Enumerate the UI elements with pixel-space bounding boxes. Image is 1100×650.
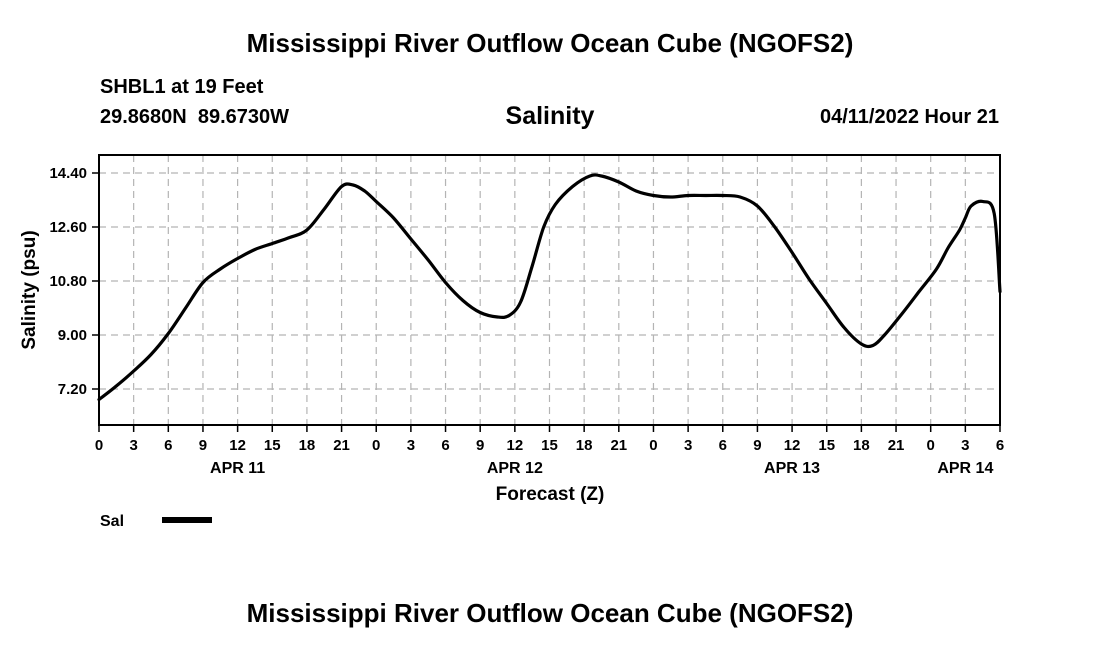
x-tick-label: 0 [372, 437, 380, 454]
y-axis-label: Salinity (psu) [19, 230, 40, 349]
x-tick-label: 3 [961, 437, 969, 454]
x-tick-label: 9 [753, 437, 761, 454]
x-tick-label: 18 [853, 437, 870, 454]
y-axis-ticks: 7.20 9.00 10.80 12.60 14.40 [49, 165, 99, 398]
x-tick-label: 6 [164, 437, 172, 454]
x-tick-label: 3 [129, 437, 137, 454]
x-tick-label: 15 [541, 437, 558, 454]
x-tick-label: 21 [888, 437, 905, 454]
x-tick-label: 0 [95, 437, 103, 454]
y-tick-label: 14.40 [49, 165, 87, 182]
y-tick-label: 10.80 [49, 273, 87, 290]
x-tick-label: 21 [610, 437, 627, 454]
legend-label: Sal [100, 513, 124, 530]
date-label: APR 14 [937, 460, 993, 477]
x-tick-label: 0 [649, 437, 657, 454]
grid-lines [99, 155, 1000, 425]
chart-title: Salinity [506, 102, 595, 130]
date-label: APR 11 [210, 460, 265, 477]
salinity-series-line [97, 173, 1002, 402]
x-tick-label: 3 [407, 437, 415, 454]
x-tick-label: 9 [476, 437, 484, 454]
x-tick-label: 12 [229, 437, 246, 454]
y-tick-label: 7.20 [58, 381, 87, 398]
y-tick-label: 9.00 [58, 327, 87, 344]
plot-frame [98, 154, 1001, 426]
x-tick-label: 3 [684, 437, 692, 454]
x-axis-ticks: 0 3 6 9 12 15 18 21 0 3 6 9 12 15 18 21 0 3 6 9 12 15 18 21 0 3 6 [95, 425, 1004, 454]
footer-title: Mississippi River Outflow Ocean Cube (NG… [246, 598, 854, 628]
date-label: APR 13 [764, 460, 820, 477]
x-tick-label: 15 [264, 437, 281, 454]
x-tick-label: 6 [719, 437, 727, 454]
x-tick-label: 6 [996, 437, 1004, 454]
chart-main-title: Mississippi River Outflow Ocean Cube (NG… [246, 28, 854, 58]
x-tick-label: 18 [576, 437, 593, 454]
x-tick-label: 21 [333, 437, 350, 454]
station-label: SHBL1 at 19 Feet [100, 76, 264, 98]
x-axis-label: Forecast (Z) [496, 484, 605, 505]
x-tick-label: 15 [818, 437, 835, 454]
date-label: APR 12 [487, 460, 543, 477]
forecast-datetime: 04/11/2022 Hour 21 [819, 106, 999, 128]
date-labels: APR 11 APR 12 APR 13 APR 14 [210, 460, 993, 477]
x-tick-label: 12 [507, 437, 524, 454]
y-tick-label: 12.60 [49, 219, 87, 236]
x-tick-label: 12 [784, 437, 801, 454]
x-tick-label: 0 [927, 437, 935, 454]
x-tick-label: 18 [299, 437, 316, 454]
station-coordinates: 29.8680N 89.6730W [100, 106, 290, 128]
x-tick-label: 9 [199, 437, 207, 454]
x-tick-label: 6 [441, 437, 449, 454]
